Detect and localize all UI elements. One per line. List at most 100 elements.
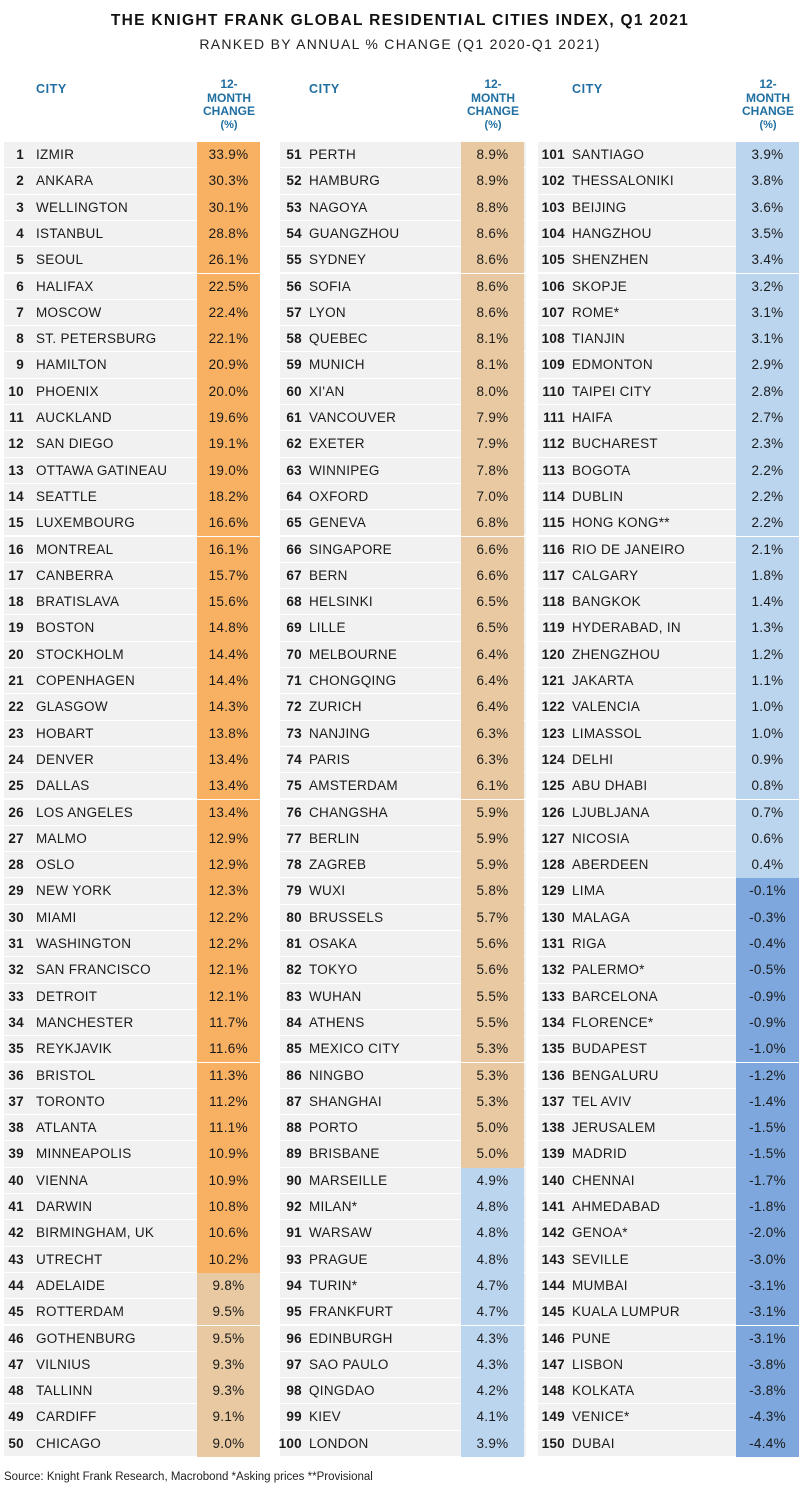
change-cell: 9.5% [197, 1299, 260, 1326]
city-name: MILAN* [309, 1199, 358, 1214]
rank-number: 23 [8, 725, 24, 741]
change-cell: -3.1% [736, 1272, 799, 1300]
change-cell: 6.8% [461, 510, 524, 537]
rank-number: 133 [541, 988, 565, 1004]
change-cell: 12.1% [197, 957, 260, 984]
change-cell: 3.5% [736, 220, 799, 248]
rank-number: 29 [8, 883, 24, 899]
table-row: 9 HAMILTON 20.9% [0, 352, 800, 379]
city-name: ZURICH [309, 699, 362, 715]
city-name: ZHENGZHOU [572, 646, 661, 662]
change-cell: 10.9% [197, 1141, 260, 1168]
change-cell: 6.3% [461, 746, 524, 774]
city-name: HONG KONG** [572, 515, 670, 531]
table-row: 16 MONTREAL 16.1% [0, 536, 800, 563]
table-row: 24 DENVER 13.4% [0, 746, 800, 774]
rank-number: 103 [541, 199, 565, 215]
table-row: 95 FRANKFURT 4.7% [0, 1299, 800, 1326]
city-name: HANGZHOU [572, 225, 652, 241]
rank-number: 96 [286, 1330, 302, 1346]
table-row: 23 HOBART 13.8% [0, 720, 800, 747]
rank-number: 134 [541, 1014, 565, 1030]
change-cell: 5.0% [461, 1115, 524, 1142]
rank-number: 125 [541, 778, 565, 794]
city-name: RIO DE JANEIRO [572, 541, 685, 557]
city-name: MINNEAPOLIS [36, 1146, 132, 1162]
change-cell: 7.0% [461, 483, 524, 511]
change-cell: 19.0% [197, 457, 260, 484]
table-row: 82 TOKYO 5.6% [0, 957, 800, 984]
table-row: 140 CHENNAI -1.7% [0, 1167, 800, 1194]
change-cell: 0.7% [736, 799, 799, 826]
rank-number: 71 [286, 673, 302, 688]
rank-number: 90 [286, 1172, 302, 1188]
city-name: MALMO [36, 830, 88, 846]
change-cell: 1.4% [736, 589, 799, 616]
rank-number: 128 [541, 857, 565, 873]
change-cell: 8.0% [461, 378, 524, 405]
table-row: 65 GENEVA 6.8% [0, 510, 800, 537]
table-row: 94 TURIN* 4.7% [0, 1272, 800, 1300]
city-name: TEL AVIV [572, 1093, 632, 1109]
change-header-line: CHANGE [202, 104, 255, 118]
rank-number: 127 [541, 830, 565, 846]
rank-number: 60 [286, 383, 302, 399]
change-cell: 6.5% [461, 589, 524, 616]
rank-number: 146 [541, 1330, 565, 1346]
change-cell: -3.1% [736, 1299, 799, 1326]
change-cell: 11.7% [197, 1009, 260, 1037]
rank-number: 56 [286, 278, 302, 294]
change-cell: 9.3% [197, 1351, 260, 1379]
change-header-line: 12- [759, 77, 777, 91]
change-cell: 6.3% [461, 720, 524, 747]
change-cell: -3.8% [736, 1378, 799, 1405]
city-name: MIAMI [36, 909, 77, 925]
table-row: 59 MUNICH 8.1% [0, 352, 800, 379]
rank-number: 132 [541, 962, 565, 978]
change-cell: 8.8% [461, 194, 524, 221]
rank-number: 38 [8, 1120, 24, 1136]
change-cell: 14.4% [197, 668, 260, 695]
change-cell: 5.9% [461, 852, 524, 879]
change-cell: 4.7% [461, 1272, 524, 1300]
change-cell: 9.1% [197, 1404, 260, 1431]
city-name: SEVILLE [572, 1251, 629, 1267]
rank-number: 72 [286, 699, 302, 715]
city-name: LYON [309, 304, 346, 320]
change-cell: 3.1% [736, 299, 799, 327]
rank-number: 98 [286, 1383, 302, 1399]
table-row: 29 NEW YORK 12.3% [0, 878, 800, 905]
rank-number: 100 [278, 1435, 302, 1451]
change-cell: 7.8% [461, 457, 524, 484]
table-row: 144 MUMBAI -3.1% [0, 1272, 800, 1300]
city-name: NICOSIA [572, 830, 630, 846]
table-row: 71 CHONGQING 6.4% [0, 668, 800, 695]
city-name: MONTREAL [36, 541, 114, 557]
table-row: 43 UTRECHT 10.2% [0, 1246, 800, 1273]
city-name: SKOPJE [572, 278, 628, 294]
column-header: CITY 12- MONTH CHANGE (%) [0, 77, 800, 140]
table-row: 126 LJUBLJANA 0.7% [0, 799, 800, 826]
change-cell: 5.5% [461, 983, 524, 1010]
city-name: SANTIAGO [572, 147, 645, 162]
change-cell: 5.3% [461, 1088, 524, 1116]
rank-number: 88 [286, 1120, 302, 1136]
change-cell: 7.9% [461, 431, 524, 458]
change-cell: 8.6% [461, 220, 524, 248]
city-name: PALERMO* [572, 962, 645, 978]
table-row: 92 MILAN* 4.8% [0, 1194, 800, 1221]
rank-number: 114 [542, 488, 565, 504]
table-row: 61 VANCOUVER 7.9% [0, 405, 800, 432]
city-name: TOKYO [309, 962, 358, 978]
rank-number: 73 [286, 725, 302, 741]
rank-number: 27 [8, 830, 24, 846]
city-name: ABU DHABI [572, 778, 648, 794]
change-cell: 6.4% [461, 641, 524, 668]
table-row: 41 DARWIN 10.8% [0, 1194, 800, 1221]
rank-number: 93 [286, 1251, 302, 1267]
city-name: GENEVA [309, 515, 367, 531]
change-cell: 9.5% [197, 1325, 260, 1352]
city-name: STOCKHOLM [36, 646, 124, 662]
rank-number: 41 [8, 1199, 24, 1214]
rank-number: 79 [286, 883, 302, 899]
